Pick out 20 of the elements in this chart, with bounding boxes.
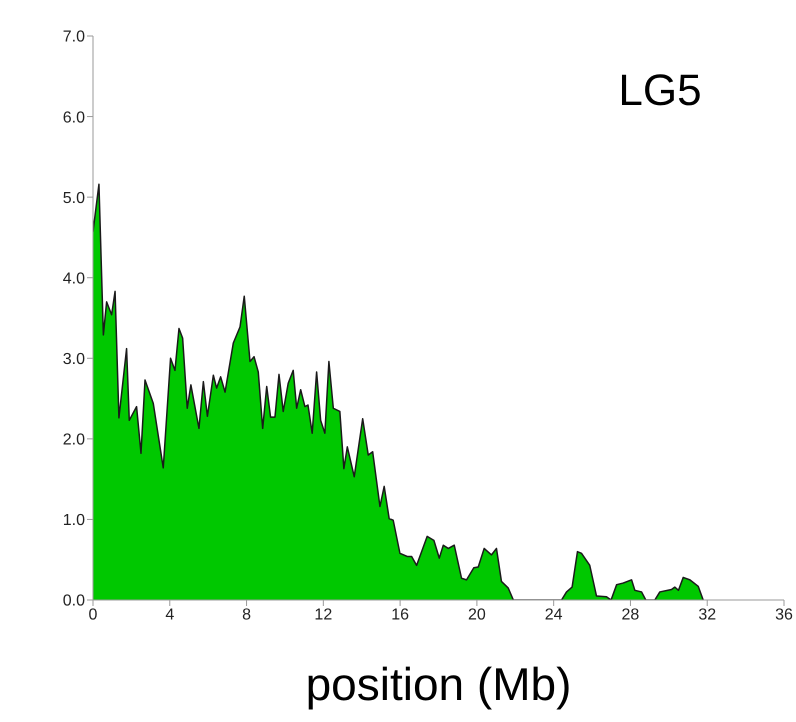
- x-tick-label: 28: [622, 606, 640, 624]
- x-tick-label: 36: [775, 606, 793, 624]
- y-tick-label: 7.0: [62, 28, 86, 46]
- x-tick-label: 12: [314, 606, 332, 624]
- y-tick-label: 4.0: [62, 270, 86, 288]
- x-tick-label: 20: [468, 606, 486, 624]
- x-tick-label: 16: [391, 606, 410, 624]
- y-tick-label: 1.0: [62, 512, 86, 530]
- y-tick-label: 6.0: [62, 109, 86, 126]
- x-tick-label: 8: [242, 606, 252, 624]
- y-tick-label: 3.0: [62, 350, 86, 368]
- x-axis-title: position (Mb): [306, 658, 572, 710]
- x-tick-label: 0: [88, 606, 98, 624]
- x-tick-label: 32: [698, 606, 716, 624]
- y-tick-label: 0.0: [62, 592, 86, 610]
- x-tick-label: 24: [544, 606, 563, 624]
- y-tick-label: 5.0: [62, 190, 86, 207]
- text: LG5: [617, 66, 703, 116]
- y-tick-label: 2.0: [62, 432, 86, 449]
- x-tick-label: 4: [165, 606, 174, 624]
